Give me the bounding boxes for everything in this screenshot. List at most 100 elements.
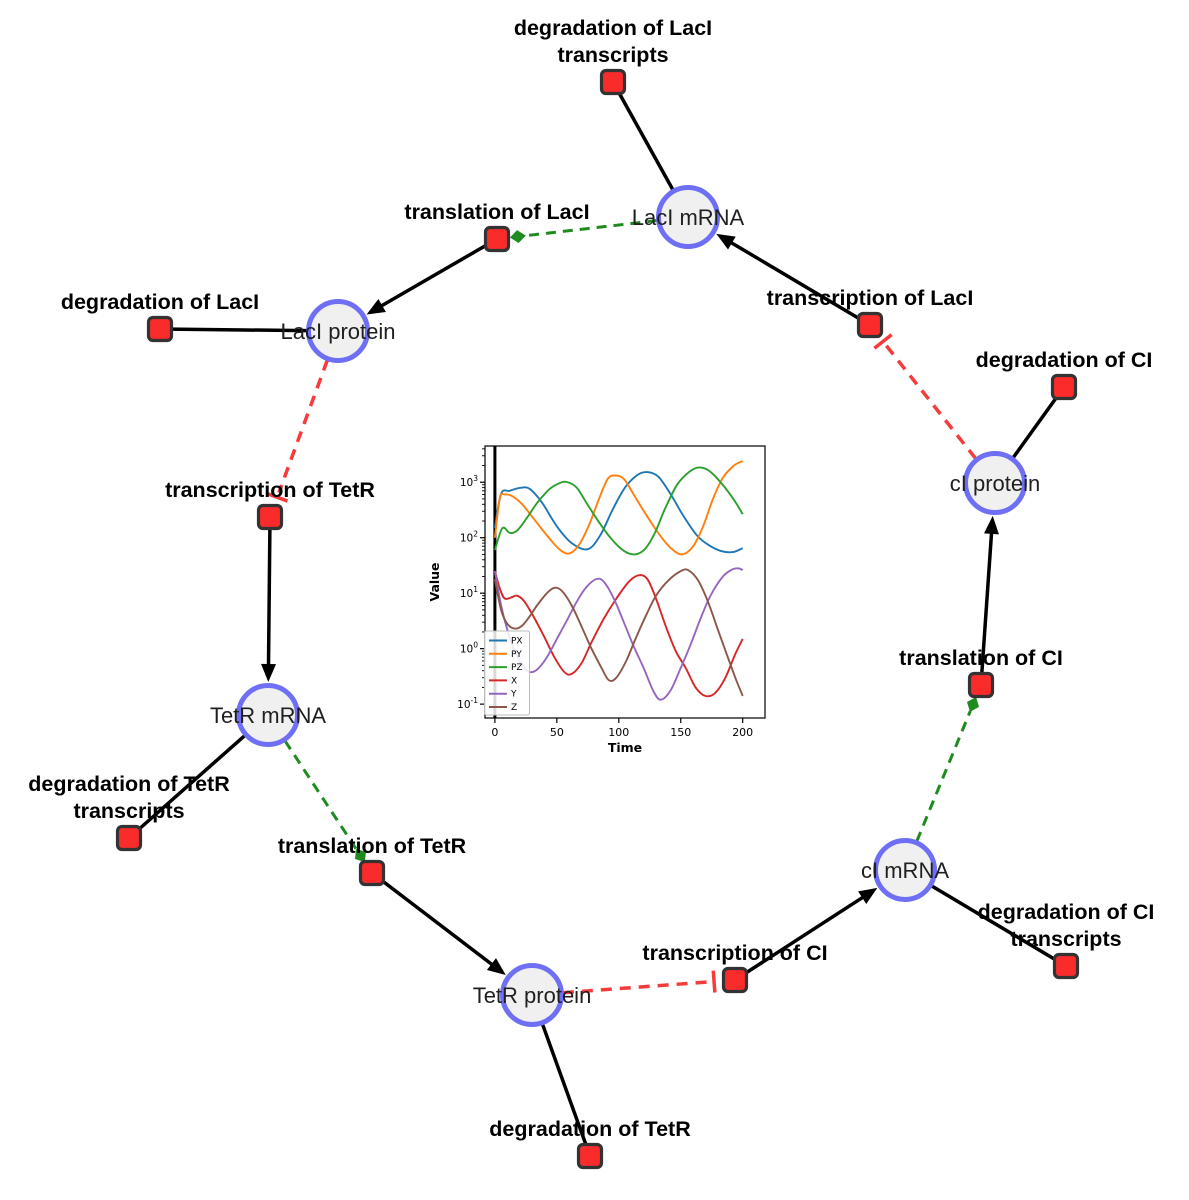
reaction-node-transl_tetR[interactable] — [358, 859, 386, 887]
reaction-node-transl_cI[interactable] — [967, 671, 995, 699]
edge-production-transl_tetR-tetR_protein — [370, 871, 496, 968]
species-node-tetR_mRNA[interactable] — [236, 683, 300, 747]
x-tick-label: 100 — [608, 726, 629, 739]
y-tick-label: 103 — [460, 474, 478, 489]
x-axis-label: Time — [608, 740, 642, 755]
y-axis-label: Value — [427, 562, 442, 601]
edge-modifier-tetR_mRNA-transl_tetR — [283, 740, 358, 851]
reaction-label: transcription of TetR — [165, 478, 375, 502]
arrowhead-icon — [716, 233, 736, 250]
species-node-lacI_protein[interactable] — [306, 299, 370, 363]
species-label: LacI mRNA — [632, 205, 745, 230]
edge-modifier-cI_mRNA-transl_cI — [915, 710, 972, 842]
edge-consumption-lacI_mRNA-deg_lacI_tr — [611, 81, 675, 191]
arrowhead-icon — [983, 515, 999, 535]
reaction-node-transcr_lacI[interactable] — [856, 311, 884, 339]
species-node-cI_mRNA[interactable] — [873, 838, 937, 902]
species-node-lacI_mRNA[interactable] — [656, 185, 720, 249]
series-PX — [493, 471, 744, 554]
series-PZ — [493, 466, 744, 556]
arrowhead-icon — [858, 887, 878, 905]
edge-consumption-lacI_protein-deg_lacI — [159, 327, 308, 333]
legend-label-Y: Y — [510, 690, 517, 700]
edge-consumption-cI_mRNA-deg_cI_tr — [930, 884, 1067, 968]
y-tick-label: 100 — [460, 641, 478, 656]
species-label: TetR protein — [473, 983, 592, 1008]
x-tick-label: 150 — [670, 726, 691, 739]
reaction-node-deg_cI_tr[interactable] — [1052, 952, 1080, 980]
reaction-node-deg_cI[interactable] — [1050, 373, 1078, 401]
reaction-label: transcripts — [1010, 927, 1121, 951]
diamond-arrowhead-icon — [967, 697, 980, 712]
reaction-label: degradation of TetR — [489, 1117, 691, 1141]
series-X — [493, 570, 744, 698]
axes-spines — [484, 445, 766, 719]
reaction-label: degradation of LacI — [514, 16, 712, 40]
y-tick-label: 10-1 — [457, 696, 478, 711]
reaction-label: transcription of LacI — [767, 286, 974, 310]
arrowhead-icon — [486, 958, 506, 975]
y-tick-label: 101 — [460, 585, 478, 600]
species-label: cI protein — [950, 471, 1041, 496]
reaction-label: translation of LacI — [404, 200, 589, 224]
reaction-label: degradation of LacI — [61, 290, 259, 314]
y-tick-label: 102 — [460, 530, 478, 545]
edge-production-transcr_cI-cI_mRNA — [734, 894, 867, 982]
edge-inhibition-cI_protein-transcr_lacI — [884, 344, 978, 460]
reaction-node-deg_lacI[interactable] — [146, 315, 174, 343]
arrowhead-icon — [366, 298, 386, 315]
edges-layer — [127, 81, 1067, 1157]
reaction-label: transcripts — [557, 43, 668, 67]
labels-layer: degradation of LacI transcripts translatio… — [28, 16, 1154, 1141]
legend-label-Z: Z — [511, 703, 517, 713]
inhibition-tee-icon — [266, 491, 289, 503]
edge-inhibition-lacI_protein-transcr_tetR — [277, 359, 329, 494]
species-node-cI_protein[interactable] — [963, 451, 1027, 515]
arrowhead-icon — [261, 663, 277, 683]
species-label: LacI protein — [281, 319, 396, 344]
legend-label-X: X — [511, 676, 517, 686]
reaction-label: transcription of CI — [642, 941, 827, 965]
reaction-node-transcr_cI[interactable] — [721, 966, 749, 994]
legend-box — [484, 630, 530, 716]
x-tick-label: 0 — [491, 726, 498, 739]
reaction-label: transcripts — [73, 799, 184, 823]
species-label: cI mRNA — [861, 858, 949, 883]
species-label: TetR mRNA — [210, 703, 326, 728]
reaction-label: translation of TetR — [278, 834, 467, 858]
diamond-arrowhead-icon — [509, 230, 526, 244]
reaction-node-deg_lacI_tr[interactable] — [599, 68, 627, 96]
legend-label-PZ: PZ — [511, 663, 523, 673]
diamond-arrowhead-icon — [355, 848, 366, 863]
reaction-label: degradation of CI — [976, 348, 1153, 372]
x-tick-label: 200 — [732, 726, 753, 739]
reaction-node-transcr_tetR[interactable] — [256, 503, 284, 531]
legend-label-PX: PX — [511, 637, 523, 647]
reaction-label: translation of CI — [899, 646, 1063, 670]
edge-consumption-tetR_protein-deg_tetR — [540, 1023, 592, 1157]
reaction-node-transl_lacI[interactable] — [483, 225, 511, 253]
edge-production-transcr_lacI-lacI_mRNA — [727, 239, 871, 327]
edge-consumption-tetR_mRNA-deg_tetR_tr — [127, 734, 246, 840]
nodes-layer — [115, 68, 1080, 1170]
edge-modifier-lacI_mRNA-transl_lacI — [524, 219, 658, 238]
reaction-label: degradation of CI — [978, 900, 1155, 924]
edge-production-transl_lacI-lacI_protein — [377, 237, 498, 309]
edge-production-transcr_tetR-tetR_mRNA — [266, 516, 272, 669]
series-Z — [493, 568, 744, 697]
reaction-node-deg_tetR[interactable] — [576, 1142, 604, 1170]
species-node-tetR_protein[interactable] — [500, 963, 564, 1027]
x-tick-label: 50 — [550, 726, 564, 739]
reaction-node-deg_tetR_tr[interactable] — [115, 824, 143, 852]
edge-inhibition-tetR_protein-transcr_cI — [562, 980, 710, 995]
series-PY — [493, 460, 744, 556]
reaction-label: degradation of TetR — [28, 772, 230, 796]
edge-production-transl_cI-cI_protein — [979, 529, 994, 686]
inset-chart: 0 50 100 150 20010-1100101102103TimeValuePXP… — [427, 445, 766, 755]
chart-legend: PX PY PZ XYZ — [484, 630, 530, 716]
legend-label-PY: PY — [511, 650, 522, 660]
inhibition-tee-icon — [873, 333, 893, 350]
inhibition-tee-icon — [711, 970, 717, 993]
